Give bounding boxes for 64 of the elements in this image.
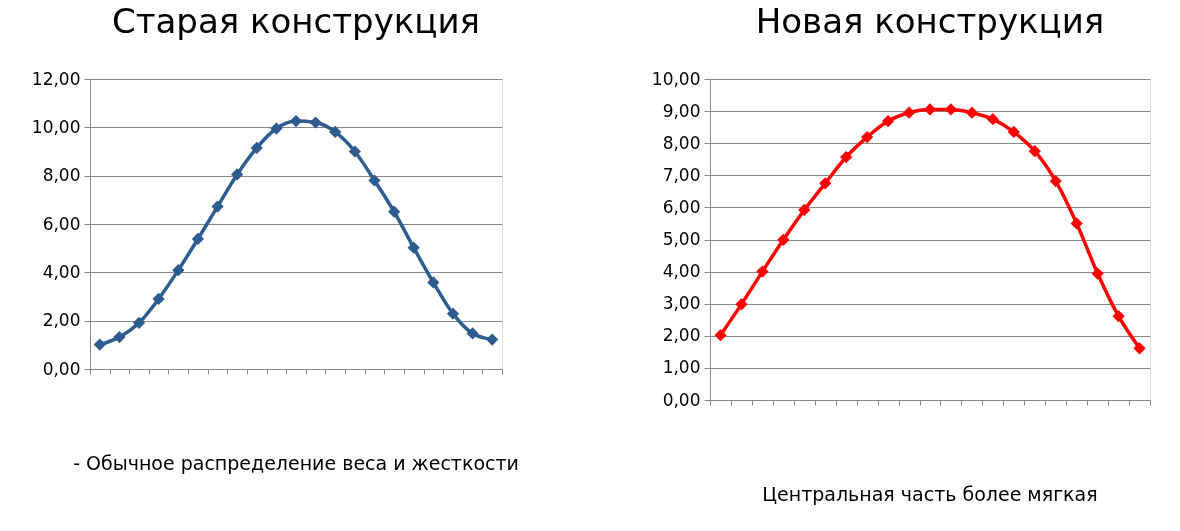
point (861, 130, 874, 144)
point (427, 276, 440, 289)
y-tick-label: 8,00 (42, 165, 81, 186)
y-tick-label: 12,00 (31, 68, 81, 89)
point (819, 177, 832, 190)
point (798, 203, 811, 217)
point (1133, 342, 1146, 355)
y-tick-label: 7,00 (662, 164, 701, 185)
point (1049, 174, 1062, 188)
point (735, 298, 748, 311)
point (1007, 125, 1020, 139)
point (1091, 267, 1104, 280)
chart-title: Старая конструкция (111, 1, 481, 41)
point (191, 232, 205, 246)
y-tick-label: 10,00 (31, 116, 81, 137)
text: Центральная часть более мягкая (762, 483, 1098, 505)
point (231, 168, 244, 181)
point (93, 338, 106, 351)
point (250, 141, 263, 154)
y-tick-label: 4,00 (42, 261, 81, 282)
point (777, 233, 790, 246)
text: - Обычное распределение веса и жесткости (73, 452, 519, 474)
y-tick-label: 8,00 (662, 132, 701, 153)
y-tick-label: 2,00 (42, 310, 81, 331)
point (289, 114, 303, 128)
point (466, 327, 479, 340)
point (986, 113, 999, 126)
point (965, 106, 979, 119)
point (1112, 310, 1125, 323)
y-tick-label: 0,00 (42, 358, 81, 379)
point (446, 307, 460, 320)
point (172, 264, 185, 277)
point (944, 103, 958, 116)
point (714, 329, 727, 342)
point (348, 145, 361, 158)
point (881, 114, 895, 128)
point (902, 106, 916, 119)
point (113, 330, 126, 344)
y-tick-label: 3,00 (662, 293, 701, 314)
point (486, 333, 499, 346)
y-tick-label: 9,00 (662, 100, 701, 121)
point (329, 125, 342, 139)
point (211, 200, 224, 213)
point (407, 241, 420, 254)
point (1070, 217, 1083, 230)
y-tick-label: 0,00 (662, 389, 701, 410)
y-tick-label: 6,00 (662, 196, 701, 217)
point (152, 292, 165, 306)
point (923, 103, 937, 116)
y-tick-label: 2,00 (662, 325, 701, 346)
point (387, 205, 401, 218)
point (368, 174, 381, 187)
y-tick-label: 1,00 (662, 357, 701, 378)
point (1028, 145, 1041, 158)
point (840, 150, 853, 164)
y-tick-label: 6,00 (42, 213, 81, 234)
chart-title: Новая конструкция (755, 1, 1105, 41)
point (309, 116, 322, 129)
y-tick-label: 5,00 (662, 229, 701, 249)
point (756, 265, 769, 278)
point (132, 316, 146, 329)
y-tick-label: 4,00 (662, 261, 701, 282)
y-tick-label: 10,00 (651, 68, 701, 89)
point (270, 122, 283, 135)
